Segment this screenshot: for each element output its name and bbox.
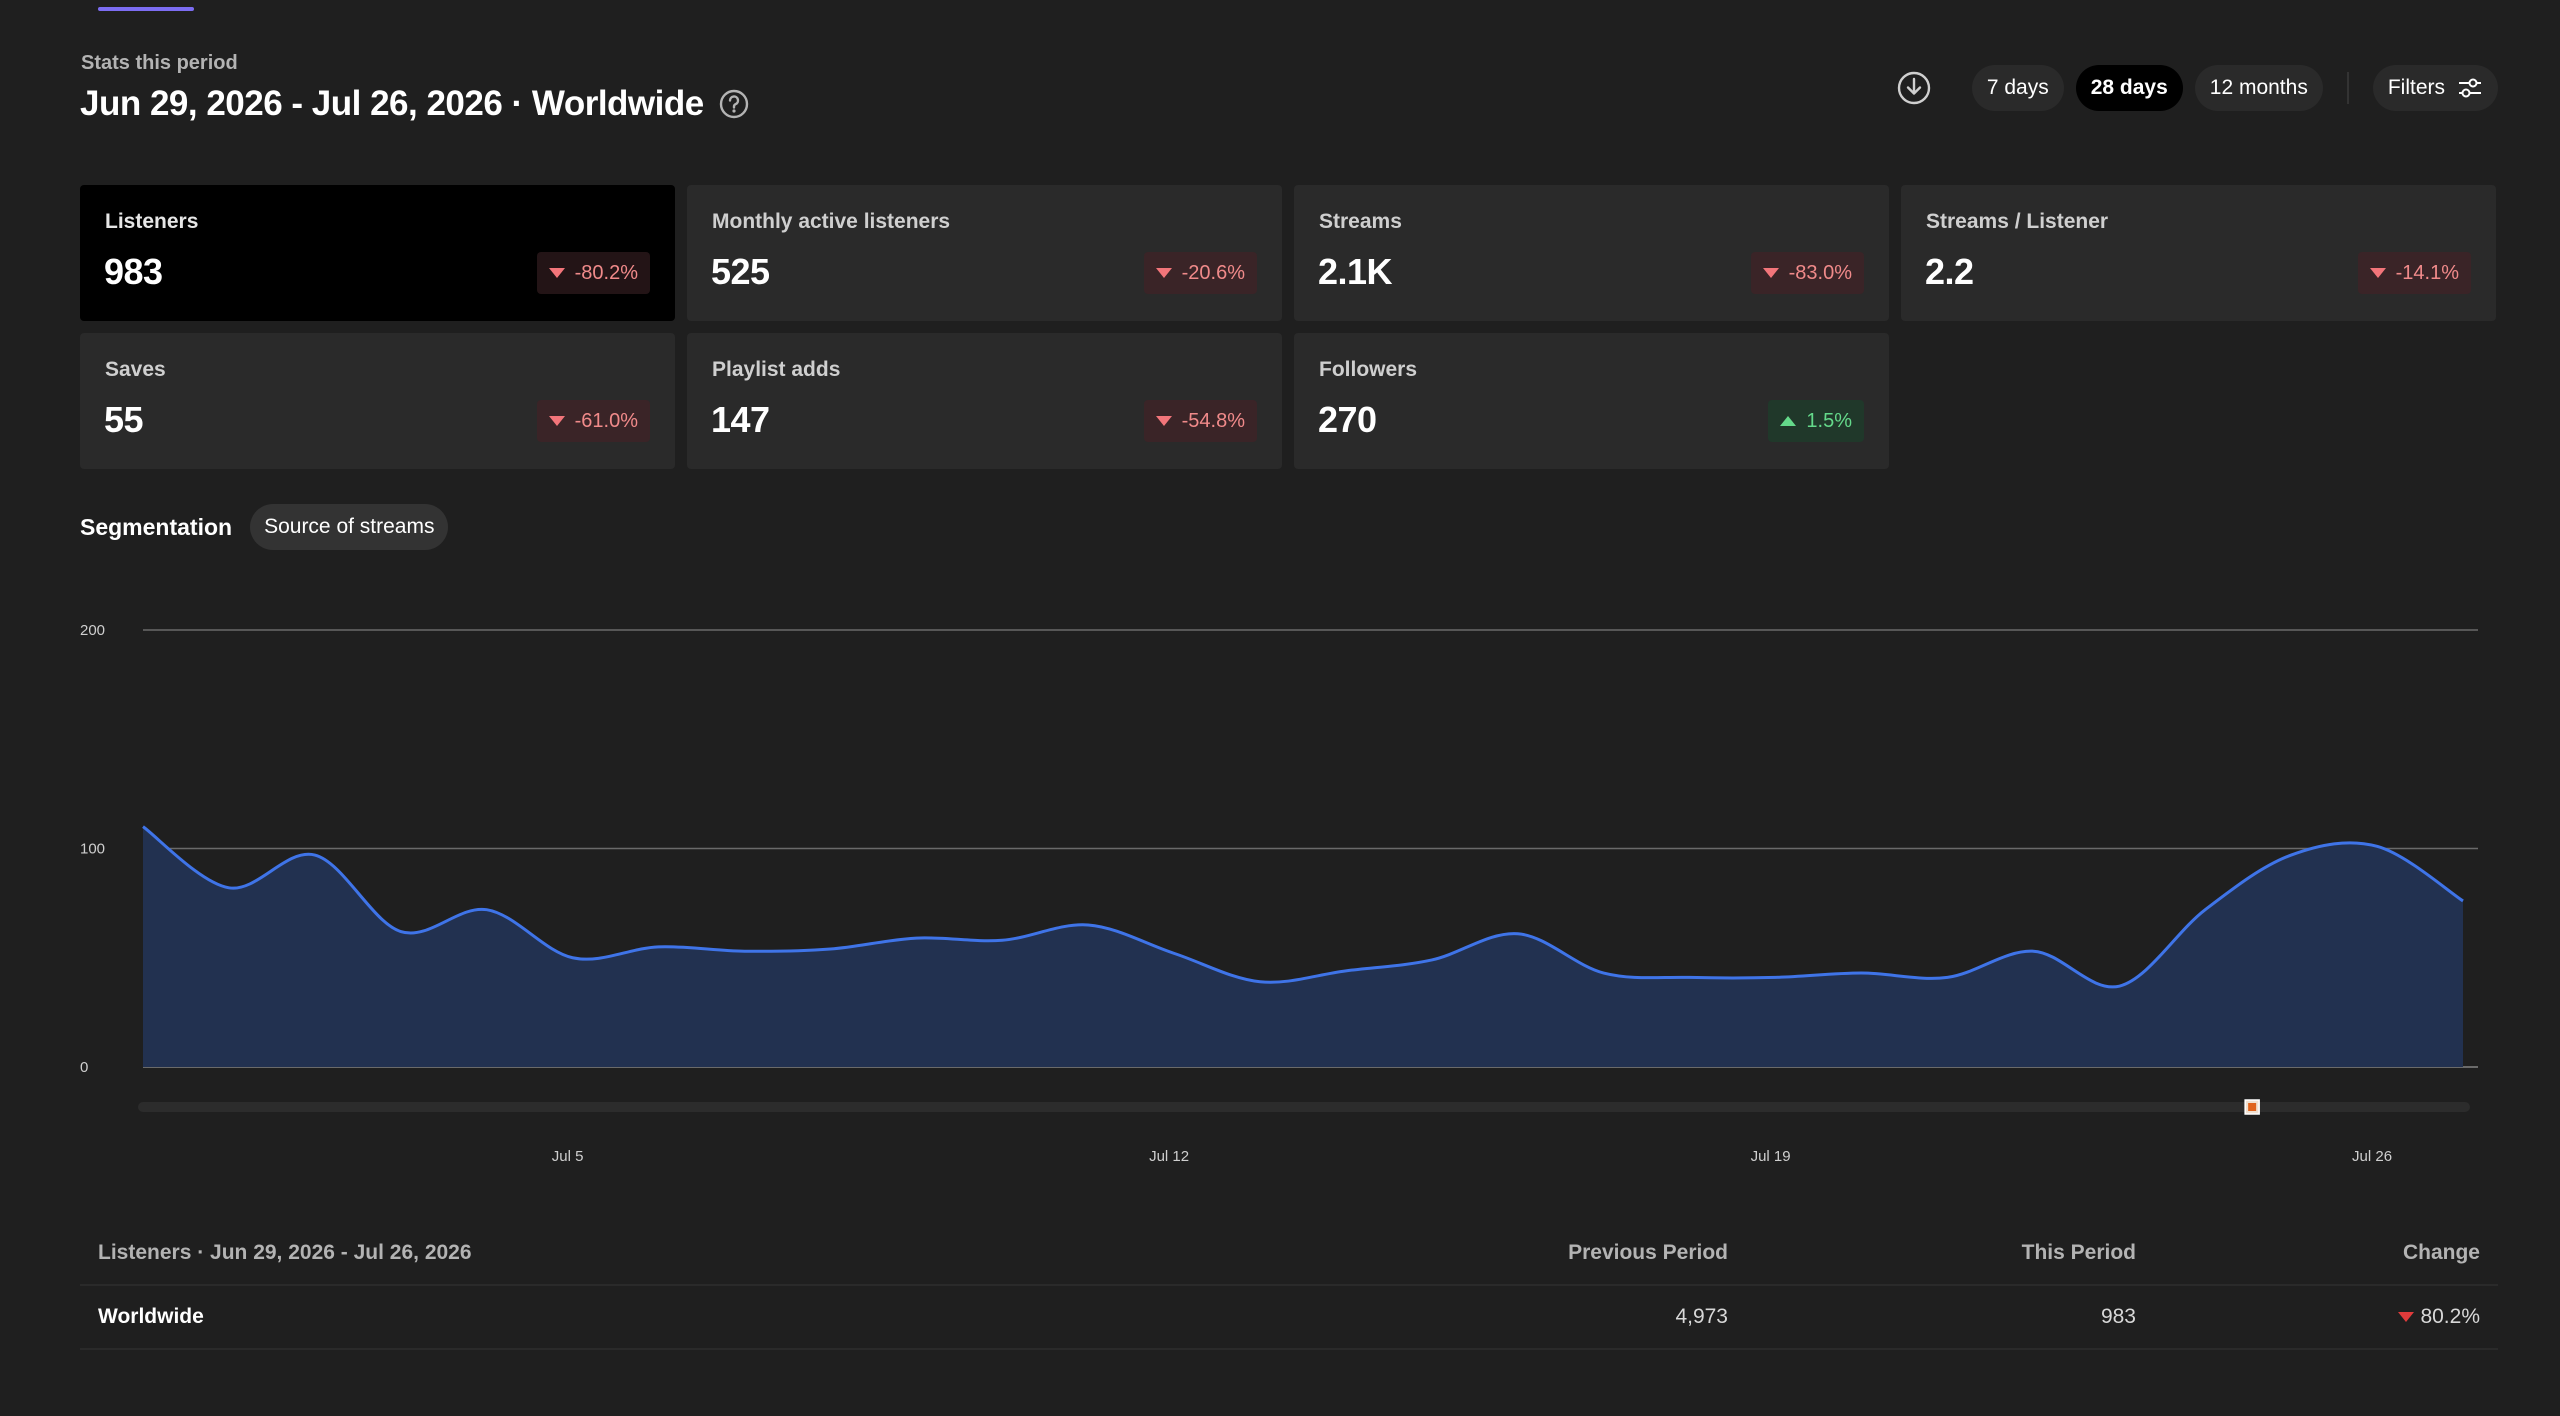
y-tick-label: 200 <box>80 622 105 639</box>
range-12-months-button[interactable]: 12 months <box>2194 65 2323 111</box>
chart-marker-layer <box>2244 1099 2260 1115</box>
column-previous-period[interactable]: Previous Period <box>1568 1241 1728 1264</box>
question-circle-icon[interactable] <box>718 88 750 120</box>
download-circle-icon <box>1897 71 1931 105</box>
range-7-days-button[interactable]: 7 days <box>1971 65 2064 111</box>
metric-card-saves[interactable]: Saves 55 -61.0% <box>80 333 675 469</box>
metric-change-text: -20.6% <box>1181 261 1245 284</box>
metric-label: Saves <box>105 358 166 381</box>
metric-change-badge: -54.8% <box>1143 400 1257 442</box>
column-this-period[interactable]: This Period <box>2021 1241 2136 1264</box>
metric-value: 270 <box>1318 399 1377 440</box>
row-previous-value: 4,973 <box>1675 1305 1728 1328</box>
metric-change-text: -80.2% <box>574 261 638 284</box>
chart-svg: 200 100 0 Jul 5 Jul 12 Jul 19 Jul 26 <box>80 622 2478 1165</box>
row-change: 80.2% <box>2136 1305 2480 1329</box>
metric-value: 525 <box>711 251 770 292</box>
page-title: Jun 29, 2026 - Jul 26, 2026 · Worldwide <box>80 84 704 123</box>
segmentation-title: Segmentation <box>80 513 233 540</box>
x-tick-label: Jul 19 <box>1751 1148 1791 1165</box>
filters-label: Filters <box>2387 76 2445 99</box>
metric-label: Followers <box>1319 358 1418 381</box>
metric-change-badge: -20.6% <box>1143 252 1257 294</box>
active-tab-indicator <box>98 7 194 11</box>
series-line[interactable] <box>142 825 2464 989</box>
metric-label: Streams <box>1319 210 1402 233</box>
listeners-table: Listeners · Jun 29, 2026 - Jul 26, 2026 … <box>80 1222 2498 1350</box>
metric-change-badge: -61.0% <box>536 400 650 442</box>
row-change-text: 80.2% <box>2420 1305 2480 1328</box>
source-of-streams-chip[interactable]: Source of streams <box>250 504 449 550</box>
arrow-down-icon <box>548 268 565 278</box>
arrow-up-icon <box>1780 416 1797 426</box>
metric-value: 2.1K <box>1318 251 1393 292</box>
table-row[interactable]: Worldwide 4,973 983 80.2% <box>80 1286 2498 1350</box>
arrow-down-icon <box>548 416 565 426</box>
range-28-days-button[interactable]: 28 days <box>2075 65 2183 111</box>
row-region: Worldwide <box>98 1305 204 1328</box>
arrow-down-icon <box>2369 268 2386 278</box>
arrow-down-icon <box>1155 416 1172 426</box>
x-tick-label: Jul 5 <box>552 1148 584 1165</box>
metric-label: Streams / Listener <box>1926 210 2109 233</box>
metric-label: Monthly active listeners <box>712 210 951 233</box>
period-label: Stats this period <box>81 52 238 74</box>
metric-card-monthly-active-listeners[interactable]: Monthly active listeners 525 -20.6% <box>687 185 1282 321</box>
metric-card-streams-per-listener[interactable]: Streams / Listener 2.2 -14.1% <box>1901 185 2496 321</box>
series-area <box>143 826 2463 1067</box>
toolbar: 7 days 28 days 12 months Filters <box>1894 64 2498 112</box>
metric-cards: Listeners 983 -80.2% Monthly active list… <box>80 185 2498 469</box>
arrow-down-icon <box>1155 268 1172 278</box>
segmentation-bar: Segmentation Source of streams <box>80 504 449 550</box>
metric-change-text: -14.1% <box>2395 261 2459 284</box>
metric-change-text: -61.0% <box>574 409 638 432</box>
period-title-row: Jun 29, 2026 - Jul 26, 2026 · Worldwide <box>80 84 750 124</box>
arrow-down-icon <box>2398 1312 2415 1322</box>
chart-axis-layer: Jul 5 Jul 12 Jul 19 Jul 26 <box>552 1148 2392 1165</box>
sliders-icon <box>2459 78 2481 98</box>
x-tick-label: Jul 26 <box>2352 1148 2392 1165</box>
filters-button[interactable]: Filters <box>2372 65 2498 111</box>
metric-label: Playlist adds <box>712 358 841 381</box>
arrow-down-icon <box>1762 268 1779 278</box>
listeners-chart: 200 100 0 Jul 5 Jul 12 Jul 19 Jul 26 <box>0 600 2560 1180</box>
metric-value: 147 <box>711 399 770 440</box>
metric-change-badge: -14.1% <box>2357 252 2471 294</box>
metric-change-badge: 1.5% <box>1768 400 1864 442</box>
x-tick-label: Jul 12 <box>1149 1148 1189 1165</box>
metric-value: 2.2 <box>1925 251 1974 292</box>
metric-card-listeners[interactable]: Listeners 983 -80.2% <box>80 185 675 321</box>
metric-card-streams[interactable]: Streams 2.1K -83.0% <box>1294 185 1889 321</box>
download-button[interactable] <box>1894 68 1934 108</box>
chart-area-layer <box>142 825 2464 1067</box>
metric-value: 55 <box>104 399 144 440</box>
metric-label: Listeners <box>105 210 199 233</box>
metric-card-followers[interactable]: Followers 270 1.5% <box>1294 333 1889 469</box>
y-tick-label: 100 <box>80 841 105 858</box>
table-header: Listeners · Jun 29, 2026 - Jul 26, 2026 … <box>80 1222 2498 1286</box>
column-change[interactable]: Change <box>2402 1241 2480 1264</box>
chart-scrollbar-track[interactable] <box>138 1102 2470 1112</box>
toolbar-divider <box>2346 72 2349 104</box>
metric-change-badge: -80.2% <box>536 252 650 294</box>
metric-change-badge: -83.0% <box>1750 252 1864 294</box>
metric-value: 983 <box>104 251 163 292</box>
metric-change-text: -54.8% <box>1181 409 1245 432</box>
row-this-value: 983 <box>2100 1305 2136 1328</box>
table-title: Listeners · Jun 29, 2026 - Jul 26, 2026 <box>98 1241 472 1264</box>
scrollbar-handle-core <box>2248 1103 2257 1111</box>
metric-change-text: -83.0% <box>1788 261 1852 284</box>
y-tick-label: 0 <box>80 1059 88 1076</box>
metric-change-text: 1.5% <box>1806 409 1852 432</box>
metric-card-playlist-adds[interactable]: Playlist adds 147 -54.8% <box>687 333 1282 469</box>
